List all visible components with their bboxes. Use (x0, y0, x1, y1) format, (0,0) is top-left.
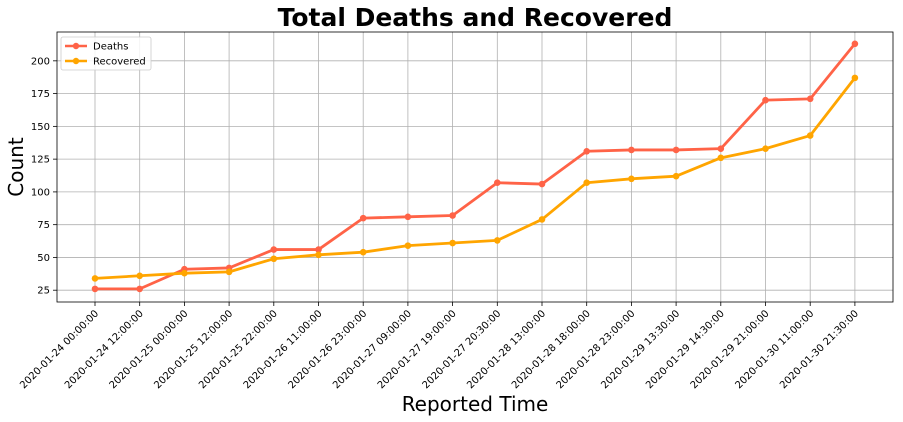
data-point-recovered (225, 268, 233, 276)
data-point-recovered (672, 172, 680, 180)
y-tick-label: 50 (37, 253, 50, 264)
x-tick-label: 2020-01-24 00:00:00 (18, 308, 101, 391)
data-point-deaths (136, 285, 143, 293)
data-point-deaths (91, 285, 99, 293)
y-tick-label: 200 (31, 56, 50, 67)
x-tick-label: 2020-01-29 21:00:00 (689, 308, 772, 391)
legend: Deaths Recovered (60, 36, 152, 71)
x-tick-label: 2020-01-29 13:30:00 (599, 308, 682, 391)
data-point-recovered (762, 145, 769, 152)
legend-label-recovered: Recovered (93, 57, 146, 68)
data-point-recovered (583, 179, 590, 187)
data-point-recovered (717, 154, 725, 162)
data-point-deaths (270, 246, 278, 253)
data-point-recovered (806, 132, 814, 139)
y-tick-label: 175 (31, 89, 50, 100)
x-axis-label: Reported Time (402, 392, 549, 416)
data-point-deaths (404, 213, 412, 221)
data-point-recovered (181, 269, 188, 277)
x-tick-label: 2020-01-26 11:00:00 (242, 308, 325, 391)
x-tick-label: 2020-01-27 20:30:00 (421, 308, 504, 391)
x-tick-label: 2020-01-30 11:00:00 (733, 308, 816, 391)
data-point-recovered (851, 74, 859, 82)
y-tick-label: 100 (31, 187, 50, 198)
x-tick-label: 2020-01-28 23:00:00 (555, 308, 638, 391)
data-point-recovered (494, 237, 501, 244)
x-tick-label: 2020-01-25 00:00:00 (108, 308, 191, 391)
y-axis-ticks: 25 50 75 100 125 150 175 200 (31, 56, 57, 297)
data-point-recovered (270, 255, 278, 263)
series-lines (94, 42, 857, 291)
data-point-deaths (494, 179, 501, 187)
data-point-recovered (404, 242, 412, 249)
legend-marker-deaths (72, 42, 80, 50)
legend-label-deaths: Deaths (93, 42, 128, 53)
data-point-recovered (538, 216, 546, 223)
data-point-recovered (449, 239, 456, 247)
data-point-deaths (628, 146, 635, 154)
x-tick-label: 2020-01-25 22:00:00 (197, 308, 280, 391)
data-point-deaths (762, 96, 769, 104)
x-tick-label: 2020-01-29 14:30:00 (644, 308, 727, 391)
plot-frame (56, 31, 894, 303)
series-line-deaths (95, 42, 856, 291)
data-point-recovered (628, 175, 635, 183)
y-tick-label: 150 (31, 122, 50, 133)
x-tick-label: 2020-01-28 18:00:00 (510, 308, 593, 391)
data-point-deaths (672, 146, 680, 154)
data-point-recovered (359, 248, 367, 256)
series-points (91, 40, 859, 293)
data-point-deaths (583, 147, 590, 155)
data-point-deaths (449, 212, 456, 219)
x-tick-label: 2020-01-27 19:00:00 (376, 308, 459, 391)
series-line-recovered (94, 77, 857, 280)
data-point-deaths (806, 95, 814, 103)
data-point-deaths (538, 180, 546, 188)
data-point-recovered (315, 251, 322, 259)
x-tick-label: 2020-01-27 09:00:00 (331, 308, 414, 391)
data-point-deaths (851, 40, 859, 48)
data-point-deaths (717, 145, 725, 152)
grid (57, 32, 893, 302)
x-tick-label: 2020-01-26 23:00:00 (286, 308, 369, 391)
x-tick-label: 2020-01-24 12:00:00 (63, 308, 146, 391)
x-tick-label: 2020-01-30 21:30:00 (778, 308, 861, 391)
data-point-recovered (136, 272, 143, 280)
data-point-deaths (315, 246, 322, 253)
data-point-recovered (91, 275, 99, 282)
y-tick-label: 125 (31, 155, 50, 166)
legend-marker-recovered (72, 57, 80, 65)
data-point-deaths (359, 214, 367, 222)
y-tick-label: 25 (37, 286, 50, 297)
x-tick-label: 2020-01-25 12:00:00 (152, 308, 235, 391)
chart-title: Total Deaths and Recovered (278, 3, 673, 32)
y-tick-label: 75 (37, 220, 50, 231)
y-axis-label: Count (4, 137, 28, 197)
x-tick-label: 2020-01-28 13:00:00 (465, 308, 548, 391)
